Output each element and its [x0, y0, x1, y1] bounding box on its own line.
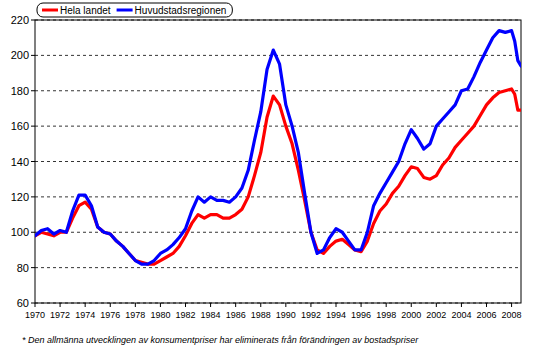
x-tick — [260, 303, 261, 307]
x-tick-label: 2008 — [502, 310, 522, 320]
footnote: * Den allmänna utvecklingen av konsument… — [22, 335, 419, 345]
y-tick — [31, 126, 35, 127]
grid-line — [35, 126, 521, 127]
x-tick — [110, 303, 111, 307]
series-line — [35, 31, 521, 264]
x-tick — [511, 303, 512, 307]
x-tick-label: 1978 — [125, 310, 145, 320]
y-tick — [31, 303, 35, 304]
y-tick-label: 160 — [11, 120, 29, 132]
x-tick — [160, 303, 161, 307]
x-tick-label: 1982 — [175, 310, 195, 320]
y-tick-label: 140 — [11, 156, 29, 168]
x-tick — [336, 303, 337, 307]
x-tick — [35, 303, 36, 307]
y-tick-label: 80 — [17, 262, 29, 274]
grid-line — [35, 90, 521, 91]
x-tick-label: 1976 — [100, 310, 120, 320]
legend-swatch — [42, 9, 58, 12]
chart: 60 80 100 120 140 160 180 200 220 1970 1972 1974 197… — [0, 0, 554, 351]
x-tick-label: 1984 — [201, 310, 221, 320]
x-tick-label: 1992 — [301, 310, 321, 320]
x-tick — [486, 303, 487, 307]
x-tick-label: 1980 — [150, 310, 170, 320]
x-tick-label: 1990 — [276, 310, 296, 320]
x-tick-label: 1994 — [326, 310, 346, 320]
x-tick-label: 2006 — [476, 310, 496, 320]
grid-line — [35, 196, 521, 197]
plot-frame — [35, 20, 521, 303]
x-tick-label: 1998 — [376, 310, 396, 320]
x-tick — [60, 303, 61, 307]
grid-line — [35, 55, 521, 56]
x-tick — [411, 303, 412, 307]
y-tick — [31, 196, 35, 197]
y-tick-label: 60 — [17, 297, 29, 309]
x-tick-label: 1988 — [251, 310, 271, 320]
x-tick — [310, 303, 311, 307]
y-tick-label: 120 — [11, 191, 29, 203]
x-tick-label: 1974 — [75, 310, 95, 320]
y-tick — [31, 55, 35, 56]
x-tick — [85, 303, 86, 307]
legend: Hela landet Huvudstadsregionen — [37, 3, 232, 17]
y-tick-label: 220 — [11, 14, 29, 26]
x-tick — [436, 303, 437, 307]
x-tick-label: 1972 — [50, 310, 70, 320]
y-tick — [31, 161, 35, 162]
y-tick-label: 180 — [11, 85, 29, 97]
x-tick — [386, 303, 387, 307]
legend-box — [37, 3, 232, 17]
y-tick-label: 200 — [11, 49, 29, 61]
y-tick — [31, 267, 35, 268]
x-tick — [285, 303, 286, 307]
x-tick-label: 2002 — [426, 310, 446, 320]
grid-line — [35, 267, 521, 268]
x-tick — [135, 303, 136, 307]
x-tick — [361, 303, 362, 307]
x-tick-label: 1986 — [226, 310, 246, 320]
x-tick-label: 2004 — [451, 310, 471, 320]
y-tick — [31, 20, 35, 21]
x-tick-label: 1970 — [25, 310, 45, 320]
y-tick — [31, 232, 35, 233]
x-tick — [185, 303, 186, 307]
x-tick-label: 1996 — [351, 310, 371, 320]
legend-label: Hela landet — [60, 5, 111, 16]
series-group — [35, 31, 521, 264]
legend-swatch — [117, 9, 133, 12]
x-tick — [210, 303, 211, 307]
y-tick-label: 100 — [11, 226, 29, 238]
x-tick — [235, 303, 236, 307]
x-tick — [461, 303, 462, 307]
x-tick-label: 2000 — [401, 310, 421, 320]
y-tick — [31, 90, 35, 91]
legend-label: Huvudstadsregionen — [135, 5, 227, 16]
